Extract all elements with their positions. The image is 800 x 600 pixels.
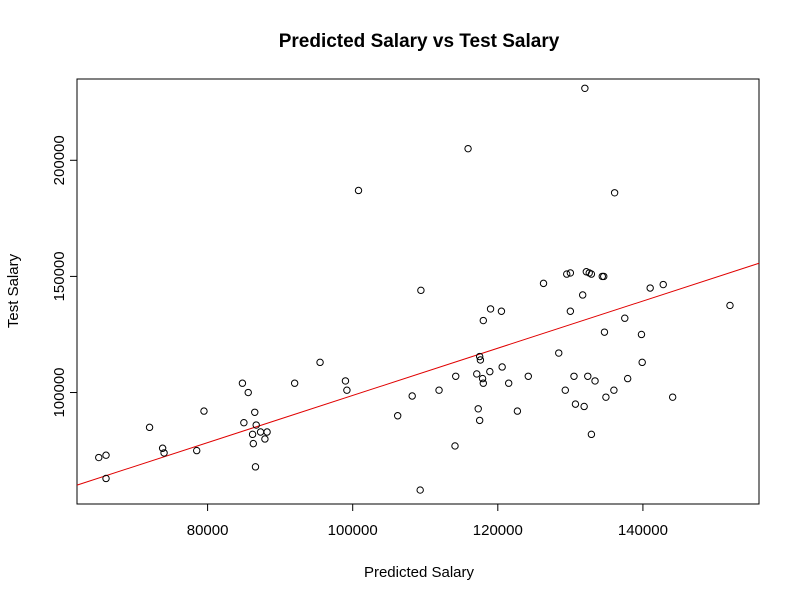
data-point — [240, 419, 248, 427]
data-point — [513, 407, 522, 415]
y-axis: 100000 150000 200000 — [51, 135, 77, 418]
points-layer — [95, 84, 734, 494]
data-point — [524, 372, 532, 380]
data-point — [555, 349, 563, 357]
data-point — [393, 412, 402, 420]
data-point — [102, 474, 110, 483]
data-point — [498, 363, 506, 371]
data-point — [238, 379, 247, 387]
data-point — [602, 393, 610, 401]
data-point — [256, 428, 265, 436]
data-point — [261, 435, 269, 443]
y-tick-label: 100000 — [51, 367, 68, 417]
data-point — [623, 374, 632, 383]
data-point — [102, 451, 110, 459]
data-point — [251, 463, 260, 471]
data-point — [587, 270, 596, 278]
y-tick-label: 150000 — [51, 251, 68, 301]
x-tick-label: 140000 — [618, 522, 668, 539]
x-axis: 80000 100000 120000 140000 — [187, 504, 668, 539]
data-point — [316, 358, 324, 367]
data-point — [478, 374, 487, 383]
data-point — [726, 301, 734, 310]
data-point — [638, 358, 646, 367]
chart-title: Predicted Salary vs Test Salary — [279, 31, 560, 52]
data-point — [497, 307, 506, 315]
data-point — [451, 442, 459, 450]
data-point — [252, 421, 260, 429]
data-point — [610, 189, 619, 197]
data-point — [479, 316, 487, 325]
data-point — [580, 402, 588, 411]
data-point — [354, 186, 363, 195]
data-point — [417, 286, 425, 295]
data-point — [193, 446, 201, 455]
data-point — [610, 386, 618, 394]
data-point — [587, 430, 596, 439]
y-tick-label: 200000 — [51, 135, 68, 185]
data-point — [145, 423, 154, 432]
plot-frame — [76, 78, 760, 505]
x-tick-label: 80000 — [187, 522, 229, 539]
data-point — [464, 144, 472, 153]
data-point — [600, 328, 609, 336]
data-point — [244, 388, 252, 397]
data-point — [416, 486, 424, 494]
data-point — [452, 372, 460, 380]
data-point — [539, 279, 548, 288]
data-point — [668, 393, 677, 401]
data-point — [486, 367, 494, 376]
data-point — [646, 284, 654, 292]
data-point — [486, 305, 495, 313]
data-point — [561, 386, 569, 394]
data-point — [621, 314, 629, 322]
data-point — [249, 439, 258, 448]
data-point — [600, 272, 608, 281]
data-point — [160, 449, 168, 457]
data-point — [566, 307, 575, 315]
data-point — [290, 379, 299, 387]
x-tick-label: 100000 — [328, 522, 378, 539]
data-point — [251, 408, 259, 416]
data-point — [479, 379, 487, 387]
data-point — [341, 377, 350, 385]
data-point — [475, 416, 484, 425]
data-point — [408, 392, 416, 400]
data-point — [637, 330, 646, 339]
data-point — [566, 269, 575, 277]
data-point — [343, 386, 351, 394]
data-point — [158, 444, 167, 452]
data-point — [476, 356, 485, 364]
data-point — [473, 370, 481, 378]
data-point — [591, 377, 599, 385]
data-point — [584, 372, 592, 380]
y-axis-label: Test Salary — [5, 253, 22, 328]
fit-line-layer — [76, 262, 760, 486]
x-axis-label: Predicted Salary — [364, 564, 475, 581]
data-point — [95, 453, 103, 462]
data-point — [578, 291, 587, 299]
data-point — [504, 379, 513, 387]
data-point — [263, 428, 271, 436]
x-tick-label: 120000 — [473, 522, 523, 539]
data-point — [571, 400, 580, 408]
data-point — [474, 405, 482, 413]
regression-line — [76, 262, 760, 486]
data-point — [563, 270, 571, 278]
data-point — [475, 352, 484, 361]
data-point — [200, 407, 208, 415]
data-point — [248, 430, 257, 439]
data-point — [581, 84, 589, 92]
data-point — [570, 372, 578, 380]
data-point — [435, 386, 443, 394]
data-point — [659, 280, 667, 289]
